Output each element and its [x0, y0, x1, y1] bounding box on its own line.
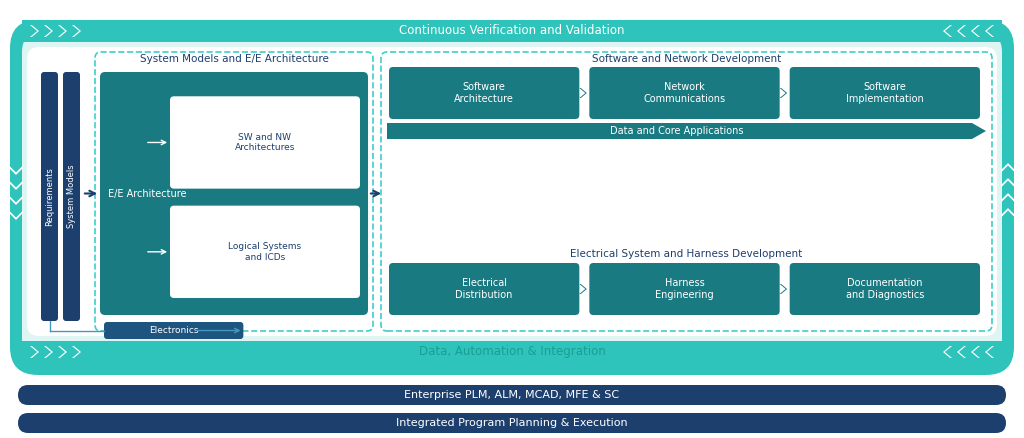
Text: System Models and E/E Architecture: System Models and E/E Architecture [139, 54, 329, 64]
Text: Network
Communications: Network Communications [643, 82, 726, 104]
Text: Software and Network Development: Software and Network Development [592, 54, 781, 64]
Polygon shape [943, 346, 952, 358]
Polygon shape [957, 25, 966, 37]
Polygon shape [387, 123, 986, 139]
Polygon shape [580, 88, 587, 98]
Polygon shape [985, 346, 994, 358]
Polygon shape [779, 284, 787, 294]
Polygon shape [984, 385, 1006, 405]
FancyBboxPatch shape [790, 263, 980, 315]
FancyBboxPatch shape [790, 67, 980, 119]
Text: Integrated Program Planning & Execution: Integrated Program Planning & Execution [396, 418, 628, 428]
FancyBboxPatch shape [104, 322, 244, 339]
FancyBboxPatch shape [389, 263, 580, 315]
Polygon shape [9, 180, 23, 190]
Polygon shape [30, 25, 39, 37]
Text: Enterprise PLM, ALM, MCAD, MFE & SC: Enterprise PLM, ALM, MCAD, MFE & SC [404, 390, 620, 400]
Polygon shape [9, 166, 23, 175]
FancyBboxPatch shape [170, 96, 360, 189]
FancyBboxPatch shape [10, 20, 1014, 375]
FancyBboxPatch shape [100, 72, 368, 315]
FancyBboxPatch shape [590, 67, 779, 119]
FancyBboxPatch shape [22, 32, 1002, 363]
Polygon shape [44, 25, 53, 37]
Bar [22, 341, 1002, 363]
Text: Data and Core Applications: Data and Core Applications [609, 126, 743, 136]
Polygon shape [1001, 208, 1015, 218]
FancyBboxPatch shape [27, 47, 997, 336]
Polygon shape [9, 211, 23, 220]
Polygon shape [72, 346, 81, 358]
FancyBboxPatch shape [389, 67, 580, 119]
Polygon shape [984, 413, 1006, 433]
Polygon shape [985, 25, 994, 37]
FancyBboxPatch shape [41, 72, 58, 321]
Text: Logical Systems
and ICDs: Logical Systems and ICDs [228, 242, 301, 261]
Polygon shape [1001, 178, 1015, 187]
Text: System Models: System Models [67, 165, 76, 228]
FancyBboxPatch shape [170, 206, 360, 298]
FancyBboxPatch shape [63, 72, 80, 321]
Text: Data, Automation & Integration: Data, Automation & Integration [419, 346, 605, 358]
Polygon shape [58, 25, 67, 37]
Polygon shape [9, 195, 23, 205]
Text: Continuous Verification and Validation: Continuous Verification and Validation [399, 25, 625, 38]
Text: Software
Implementation: Software Implementation [846, 82, 924, 104]
Polygon shape [1001, 193, 1015, 202]
Polygon shape [72, 25, 81, 37]
Text: Documentation
and Diagnostics: Documentation and Diagnostics [846, 278, 924, 300]
Polygon shape [580, 284, 587, 294]
Text: E/E Architecture: E/E Architecture [108, 188, 186, 198]
Polygon shape [957, 346, 966, 358]
Polygon shape [971, 25, 980, 37]
Text: Electrical System and Harness Development: Electrical System and Harness Developmen… [570, 249, 803, 259]
Text: SW and NW
Architectures: SW and NW Architectures [234, 133, 295, 152]
Polygon shape [779, 88, 787, 98]
Polygon shape [44, 346, 53, 358]
Polygon shape [58, 346, 67, 358]
FancyBboxPatch shape [18, 385, 1006, 405]
Bar [22, 20, 1002, 42]
Polygon shape [1001, 163, 1015, 173]
FancyBboxPatch shape [590, 263, 779, 315]
Polygon shape [971, 346, 980, 358]
Polygon shape [30, 346, 39, 358]
Polygon shape [943, 25, 952, 37]
Text: Electrical
Distribution: Electrical Distribution [456, 278, 513, 300]
Text: Harness
Engineering: Harness Engineering [655, 278, 714, 300]
Text: Electronics: Electronics [148, 326, 199, 335]
Text: Software
Architecture: Software Architecture [455, 82, 514, 104]
FancyBboxPatch shape [18, 413, 1006, 433]
Text: Requirements: Requirements [45, 167, 54, 226]
